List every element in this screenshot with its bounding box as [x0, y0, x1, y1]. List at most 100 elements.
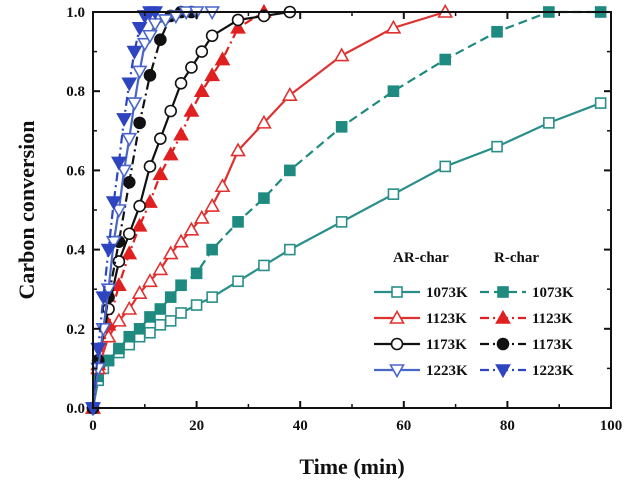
data-point — [491, 140, 503, 153]
data-point — [214, 51, 231, 66]
data-point — [121, 300, 138, 315]
legend-label: 1173K — [426, 337, 467, 353]
legend-group-title: AR-char — [393, 250, 449, 266]
data-point — [126, 97, 143, 112]
data-point — [133, 116, 146, 130]
data-point — [112, 255, 126, 268]
legend-marker — [497, 286, 509, 298]
data-point — [157, 14, 174, 29]
legend-label: 1223K — [426, 363, 468, 379]
y-tick-label: 0.0 — [66, 401, 85, 417]
data-point — [152, 166, 169, 181]
legend-entry: 1223K — [374, 363, 468, 379]
y-tick-label: 0.8 — [66, 84, 85, 100]
data-point — [232, 216, 244, 228]
series-line — [91, 11, 265, 409]
legend-entry: 1223K — [480, 363, 574, 379]
data-point — [121, 245, 138, 260]
x-tick-label: 0 — [89, 418, 97, 434]
data-point — [147, 18, 164, 33]
data-point — [258, 192, 270, 204]
legend-entry: 1173K — [374, 337, 467, 353]
data-point — [122, 175, 136, 189]
data-point — [142, 273, 158, 288]
y-axis-label: Carbon conversion — [14, 120, 39, 299]
data-point — [133, 322, 146, 335]
data-point — [173, 233, 189, 248]
legend-entry: 1073K — [480, 285, 574, 301]
legend-label: 1173K — [532, 337, 573, 353]
data-point — [190, 299, 203, 311]
data-point — [214, 178, 231, 193]
data-point — [206, 291, 218, 303]
data-point — [256, 114, 272, 129]
data-point — [284, 164, 296, 177]
legend-marker — [389, 364, 405, 379]
data-point — [154, 132, 167, 146]
data-point — [195, 45, 209, 58]
data-point — [131, 217, 148, 232]
data-point — [230, 19, 246, 34]
x-tick-label: 80 — [500, 418, 515, 434]
data-point — [105, 196, 122, 211]
legend-entry: 1123K — [374, 309, 467, 327]
data-point — [111, 156, 127, 171]
data-point — [111, 204, 127, 219]
data-point — [204, 67, 221, 82]
legend-label: 1073K — [532, 285, 574, 301]
data-point — [183, 221, 200, 236]
data-point — [136, 37, 153, 52]
data-point — [439, 160, 452, 173]
data-point — [144, 311, 156, 323]
data-point — [131, 65, 148, 80]
data-point — [116, 164, 132, 179]
legend-label: 1123K — [426, 311, 467, 327]
x-axis-label: Time (min) — [299, 454, 404, 479]
legend-marker — [391, 286, 403, 298]
data-point — [100, 243, 117, 258]
data-point — [258, 259, 270, 272]
legend-marker — [390, 337, 404, 351]
data-point — [154, 33, 167, 47]
data-point — [231, 13, 245, 27]
data-point — [333, 47, 350, 62]
data-point — [162, 146, 179, 161]
data-point — [143, 69, 157, 82]
plot-marks — [85, 3, 607, 417]
y-tick-label: 0.4 — [66, 243, 85, 259]
data-point — [335, 216, 348, 228]
axes: 0 20 40 60 80 100 0.0 0.2 0.4 0.6 0.8 1.0 — [66, 5, 622, 434]
data-point — [335, 121, 348, 133]
data-point — [205, 29, 219, 43]
legend-label: 1123K — [532, 311, 573, 327]
data-point — [105, 235, 122, 250]
legend-marker — [495, 364, 511, 379]
data-point — [164, 104, 177, 118]
data-point — [173, 126, 189, 141]
data-point — [152, 261, 169, 276]
data-point — [232, 275, 244, 288]
data-point — [281, 87, 298, 101]
data-point — [164, 315, 177, 327]
data-point — [594, 97, 607, 109]
data-point — [154, 303, 167, 315]
data-point — [143, 160, 157, 173]
legend-marker — [495, 309, 511, 324]
data-point — [154, 319, 167, 331]
data-point — [491, 25, 503, 38]
data-point — [387, 188, 400, 200]
legend-label: 1223K — [532, 363, 574, 379]
x-tick-label: 40 — [293, 418, 308, 434]
data-point — [131, 22, 148, 36]
data-point — [133, 199, 146, 213]
data-point — [204, 197, 221, 212]
data-point — [230, 142, 246, 157]
data-point — [193, 83, 210, 97]
legend-group-title: R-char — [494, 250, 539, 266]
data-point — [175, 307, 187, 319]
data-point — [193, 209, 210, 224]
legend-label: 1073K — [426, 285, 468, 301]
data-point — [113, 342, 125, 355]
x-tick-label: 60 — [396, 418, 411, 434]
